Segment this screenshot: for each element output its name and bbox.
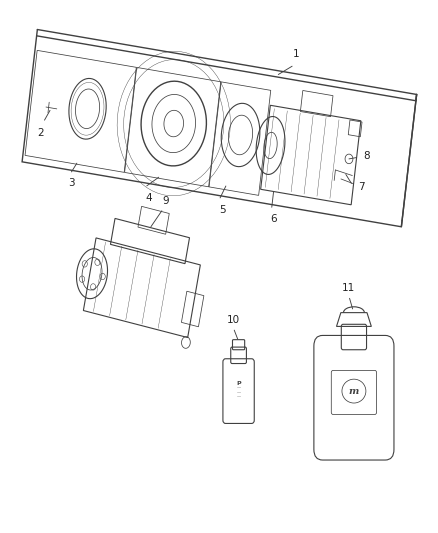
Text: P: P: [236, 381, 241, 386]
Text: 3: 3: [68, 178, 75, 188]
Text: 9: 9: [163, 196, 170, 206]
Text: 2: 2: [37, 128, 43, 138]
Text: —
—
—: — — —: [237, 385, 240, 399]
Text: 5: 5: [219, 205, 226, 215]
Text: 11: 11: [342, 283, 355, 293]
Text: 10: 10: [227, 315, 240, 325]
Text: 4: 4: [146, 193, 152, 203]
Text: 1: 1: [293, 50, 300, 59]
Text: 8: 8: [363, 151, 370, 161]
Text: 7: 7: [358, 182, 364, 191]
Text: 6: 6: [271, 214, 277, 224]
Text: m: m: [349, 386, 359, 395]
